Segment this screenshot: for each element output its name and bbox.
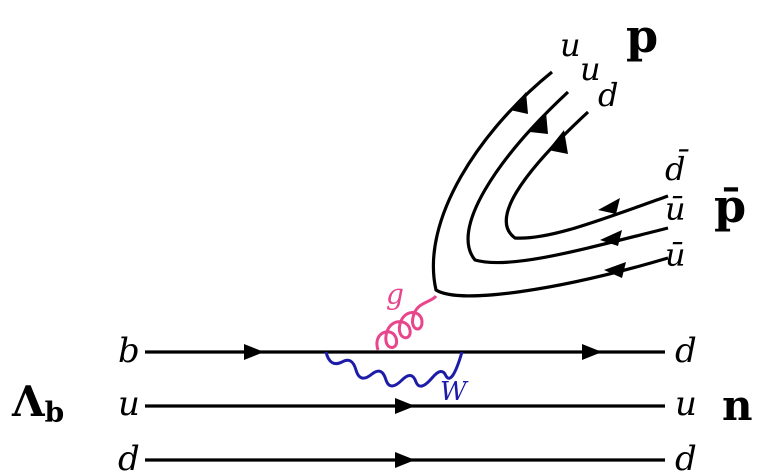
gluon-line [375, 294, 438, 351]
label-quark-b-left: b [118, 331, 140, 371]
arc-outer [431, 70, 669, 298]
label-w-boson: W [440, 377, 469, 407]
arc-middle [466, 90, 669, 265]
arrow-b-line-left [244, 344, 264, 360]
arrow-arc-inner-top [548, 130, 568, 154]
label-antiproton-quark-ubar1: ū [665, 190, 686, 228]
arrow-arc-middle-top [530, 112, 548, 134]
arrow-b-line-right [582, 344, 602, 360]
arc-inner [504, 110, 669, 240]
label-antiproton-quark-dbar: d̄ [665, 149, 689, 188]
label-proton-quark-d: d [598, 76, 618, 114]
label-proton-quark-u2: u [580, 50, 601, 88]
label-quark-d-right: d [675, 331, 697, 371]
w-boson-line [324, 351, 464, 388]
label-quark-d-left: d [118, 439, 140, 476]
arrow-d-line [395, 452, 415, 468]
label-gluon: g [386, 278, 404, 311]
label-quark-u-right: u [675, 384, 697, 424]
label-neutron: n [722, 381, 753, 430]
label-quark-d-right-bottom: d [675, 439, 697, 476]
label-antiproton-quark-ubar2: ū [665, 236, 686, 274]
arrow-arc-outer-top [510, 92, 528, 114]
arrow-u-line [395, 398, 415, 414]
label-quark-u-left: u [118, 384, 140, 424]
label-proton-quark-u1: u [560, 26, 581, 64]
label-antiproton: p̄ [714, 179, 746, 233]
label-lambda-b: Λb [11, 377, 64, 429]
arrow-arc-middle-right [600, 230, 622, 246]
arrow-arc-outer-right [604, 262, 626, 278]
label-proton: p [626, 9, 658, 63]
arrow-arc-inner-right [598, 198, 620, 214]
